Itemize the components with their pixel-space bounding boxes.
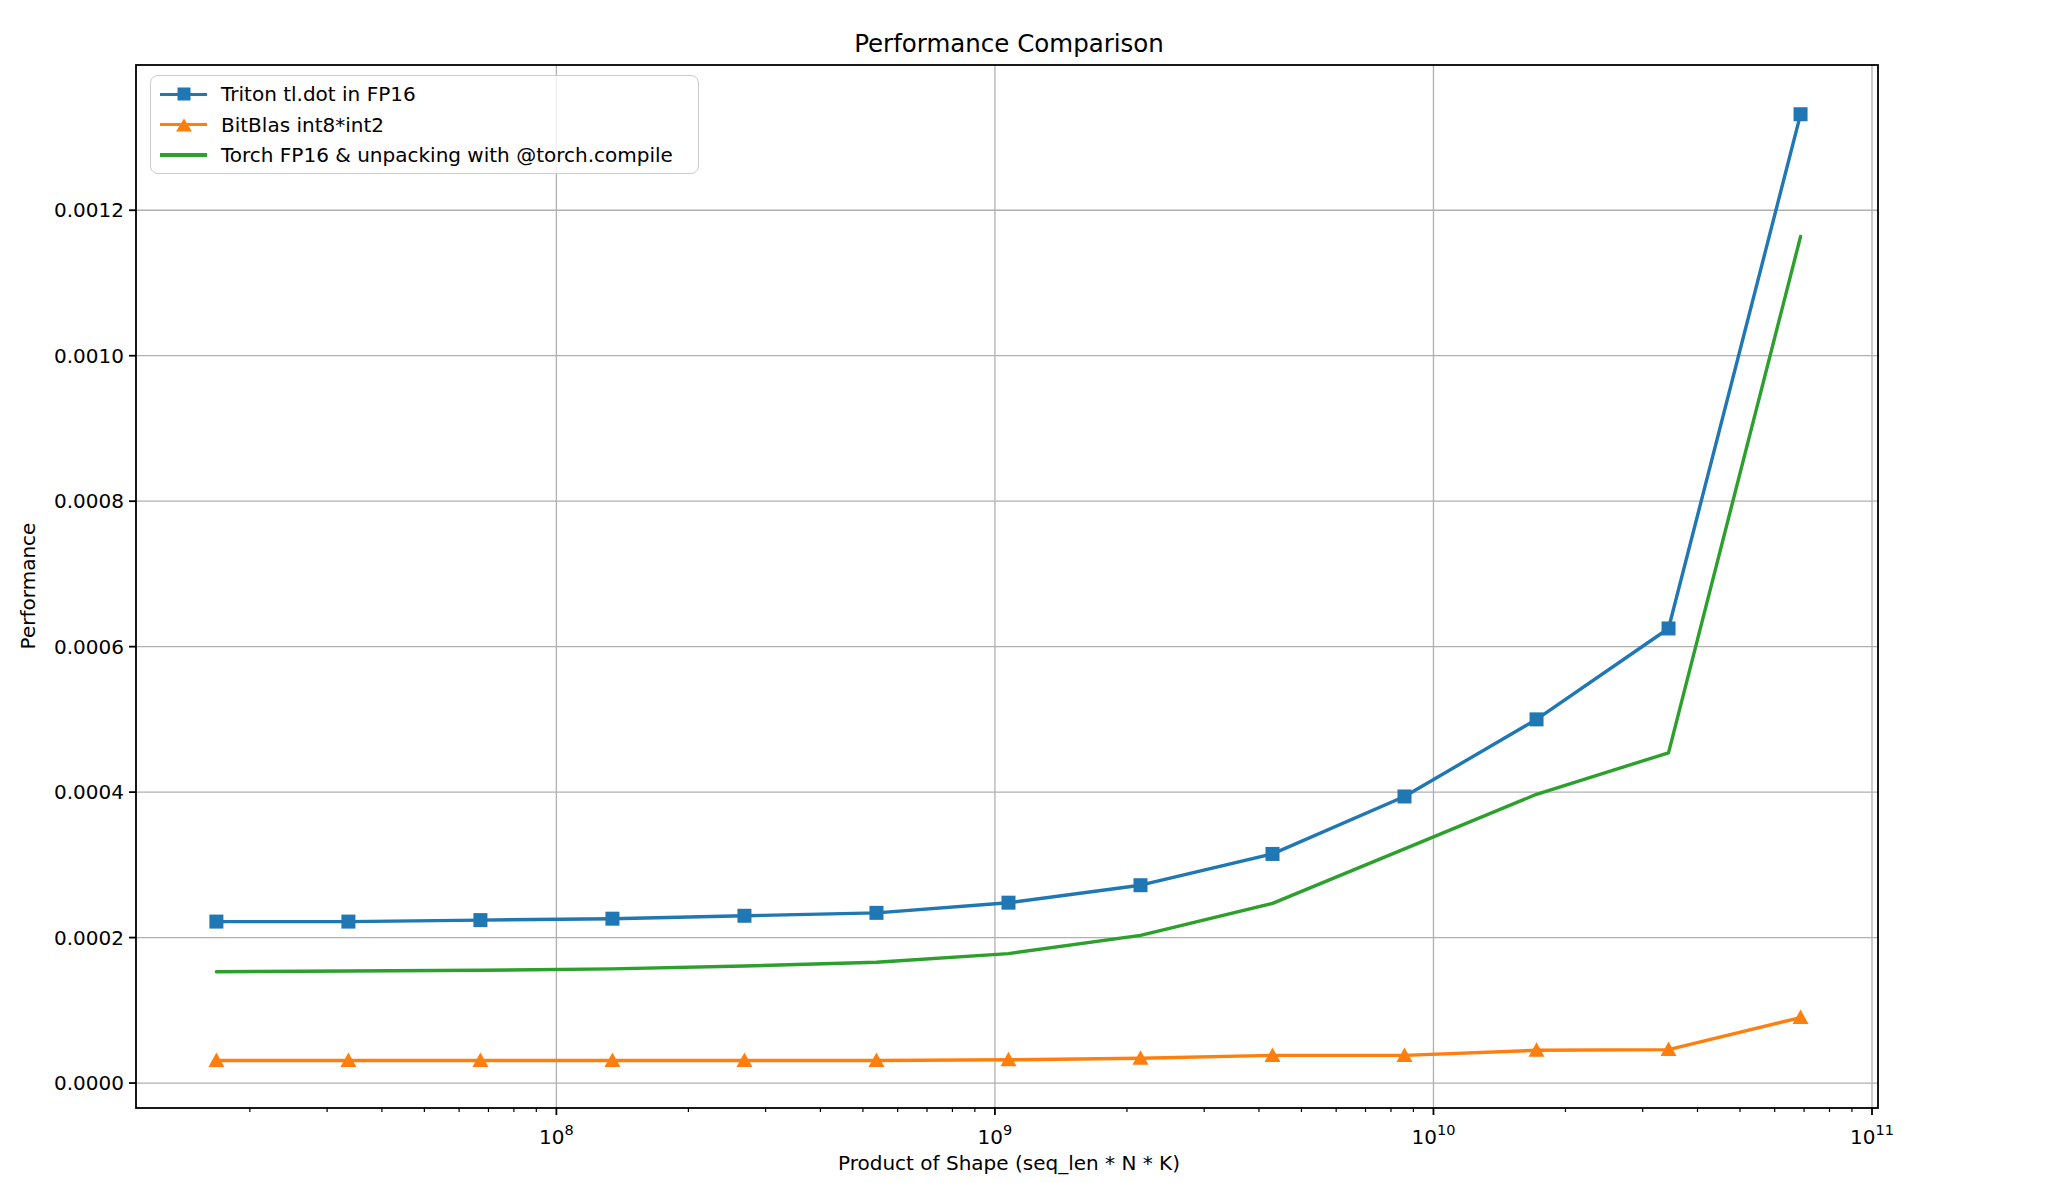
square-marker-icon xyxy=(737,909,751,923)
chart-figure: 108109101010110.00000.00020.00040.00060.… xyxy=(0,0,2047,1183)
y-tick-label: 0.0006 xyxy=(54,635,124,659)
x-tick-label: 109 xyxy=(978,1122,1013,1149)
plot-area: 108109101010110.00000.00020.00040.00060.… xyxy=(0,0,2047,1183)
square-marker-icon xyxy=(1662,621,1676,635)
series-line-0 xyxy=(216,114,1800,921)
y-tick-labels: 0.0000 0.0002 0.0004 0.0006 0.0008 0.0010 0.00… xyxy=(54,198,124,1095)
legend-label: Triton tl.dot in FP16 xyxy=(221,84,416,104)
y-tick-label: 0.0008 xyxy=(54,489,124,513)
grid-lines xyxy=(136,65,1878,1108)
y-tick-label: 0.0004 xyxy=(54,780,124,804)
legend: Triton tl.dot in FP16 BitBlas int8*int2 … xyxy=(150,75,699,174)
chart-title: Performance Comparison xyxy=(854,29,1164,58)
x-tick-labels: 108 109 1010 1011 xyxy=(539,1122,1894,1149)
legend-item-triton: Triton tl.dot in FP16 xyxy=(160,79,686,109)
square-marker-icon xyxy=(1133,878,1147,892)
square-marker-icon xyxy=(605,912,619,926)
axis-ticks xyxy=(129,210,1872,1115)
x-tick-label: 108 xyxy=(539,1122,574,1149)
plot-border xyxy=(136,65,1878,1108)
legend-item-torch: Torch FP16 & unpacking with @torch.compi… xyxy=(160,140,686,170)
legend-sample-line-square-marker-icon xyxy=(160,86,207,103)
series-markers-0 xyxy=(209,107,1807,928)
square-marker-icon xyxy=(1530,712,1544,726)
y-tick-label: 0.0012 xyxy=(54,198,124,222)
square-marker-icon xyxy=(1266,847,1280,861)
x-tick-label: 1010 xyxy=(1412,1122,1456,1149)
square-marker-icon xyxy=(473,913,487,927)
square-marker-icon xyxy=(869,906,883,920)
square-marker-icon xyxy=(1001,896,1015,910)
legend-label: Torch FP16 & unpacking with @torch.compi… xyxy=(221,145,673,165)
legend-sample-line-icon xyxy=(160,146,207,163)
square-marker-icon xyxy=(1794,107,1808,121)
legend-label: BitBlas int8*int2 xyxy=(221,115,384,135)
square-marker-icon xyxy=(1398,789,1412,803)
x-tick-label: 1011 xyxy=(1850,1122,1894,1149)
y-tick-label: 0.0010 xyxy=(54,344,124,368)
triangle-marker-icon xyxy=(1793,1010,1809,1025)
legend-sample-line-triangle-marker-icon xyxy=(160,116,207,133)
x-axis-label: Product of Shape (seq_len * N * K) xyxy=(838,1151,1180,1175)
y-tick-label: 0.0002 xyxy=(54,926,124,950)
square-marker-icon xyxy=(209,915,223,929)
y-tick-label: 0.0000 xyxy=(54,1071,124,1095)
legend-item-bitblas: BitBlas int8*int2 xyxy=(160,109,686,139)
series-markers-1 xyxy=(208,1010,1808,1067)
y-axis-label: Performance xyxy=(16,523,40,650)
square-marker-icon xyxy=(341,915,355,929)
series-line-2 xyxy=(216,236,1800,971)
